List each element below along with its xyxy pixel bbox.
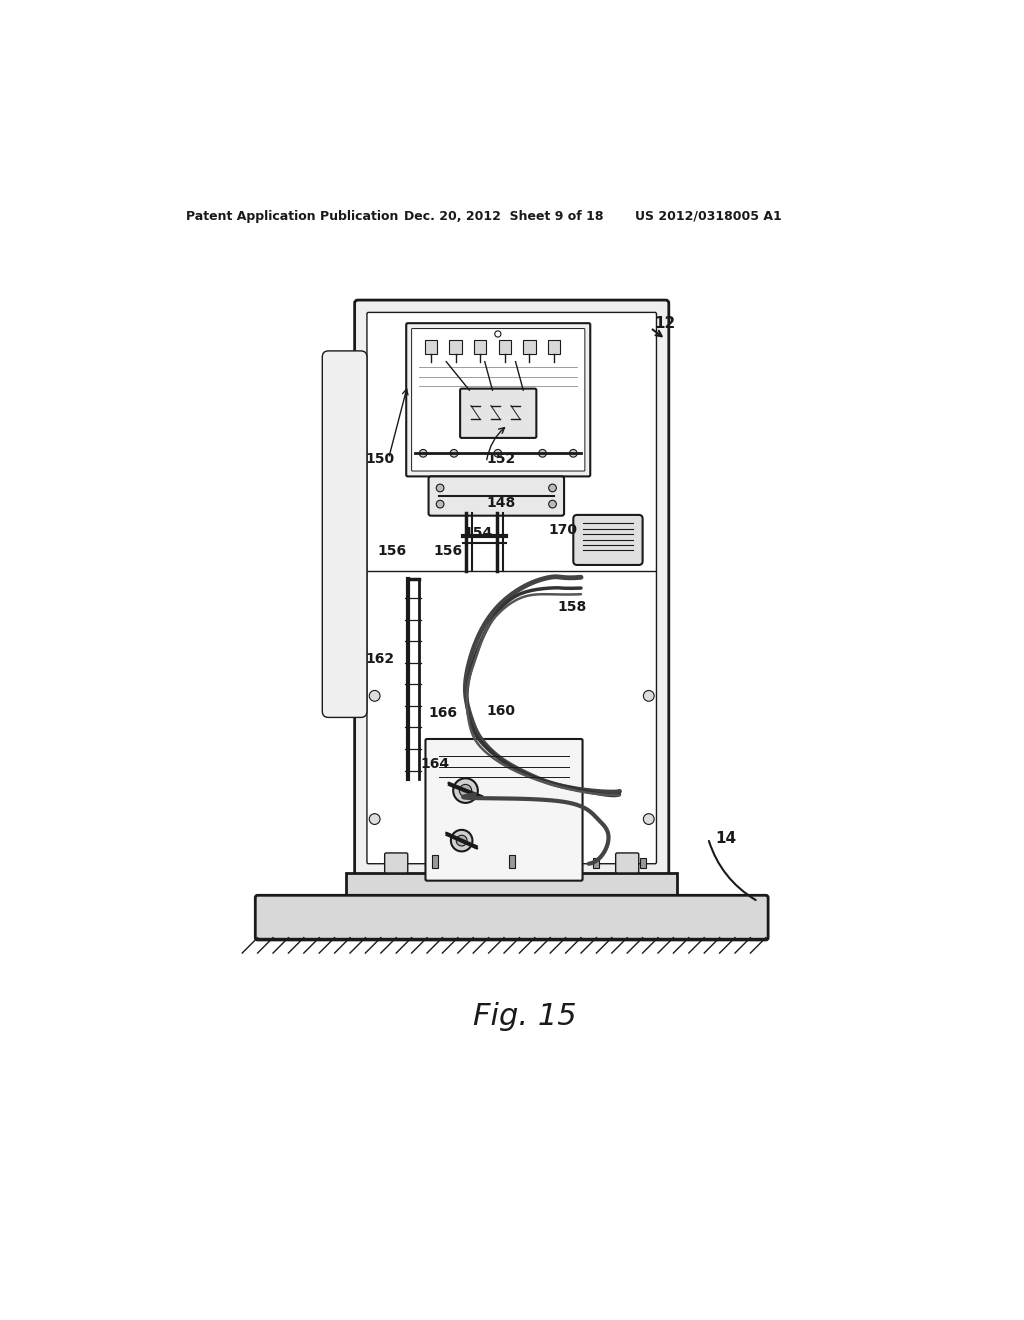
Text: 156: 156 [433,544,462,558]
Bar [450,341,462,354]
Circle shape [460,784,472,797]
Text: Fig. 15: Fig. 15 [473,1002,577,1031]
Circle shape [539,449,547,457]
Circle shape [495,331,501,337]
FancyBboxPatch shape [407,323,590,477]
Circle shape [436,500,444,508]
Circle shape [370,813,380,825]
Text: 156: 156 [377,544,407,558]
Circle shape [436,484,444,492]
FancyBboxPatch shape [354,300,669,876]
Text: 164: 164 [421,756,450,771]
FancyBboxPatch shape [460,388,537,438]
Text: 162: 162 [366,652,394,665]
Bar [509,855,515,867]
Bar [425,341,437,354]
FancyBboxPatch shape [412,329,585,471]
FancyBboxPatch shape [255,895,768,940]
Bar [593,858,599,869]
Circle shape [494,449,502,457]
Circle shape [643,813,654,825]
Text: 154: 154 [463,527,493,540]
Text: 14: 14 [716,830,737,846]
Bar [474,341,486,354]
FancyBboxPatch shape [429,477,564,516]
FancyBboxPatch shape [323,351,367,718]
Text: 12: 12 [654,317,676,331]
FancyBboxPatch shape [573,515,643,565]
Circle shape [549,500,556,508]
Bar [346,873,677,898]
Circle shape [643,690,654,701]
Bar [499,341,511,354]
FancyBboxPatch shape [425,739,583,880]
Circle shape [370,690,380,701]
Circle shape [451,449,458,457]
Text: Patent Application Publication: Patent Application Publication [186,210,398,223]
FancyBboxPatch shape [367,313,656,863]
Text: 166: 166 [429,706,458,719]
Text: US 2012/0318005 A1: US 2012/0318005 A1 [635,210,781,223]
Text: 152: 152 [486,451,515,466]
Bar [548,341,560,354]
Text: 148: 148 [486,495,515,510]
Circle shape [457,836,467,846]
Circle shape [451,830,472,851]
Circle shape [454,779,478,803]
Text: 158: 158 [557,599,587,614]
Bar [523,341,536,354]
Circle shape [569,449,578,457]
Bar [640,858,646,869]
Text: Dec. 20, 2012  Sheet 9 of 18: Dec. 20, 2012 Sheet 9 of 18 [403,210,603,223]
FancyBboxPatch shape [615,853,639,873]
Text: 160: 160 [486,705,515,718]
Text: 170: 170 [549,523,578,537]
Circle shape [419,449,427,457]
Text: 150: 150 [366,451,394,466]
Circle shape [549,484,556,492]
Bar [432,855,438,867]
FancyBboxPatch shape [385,853,408,873]
